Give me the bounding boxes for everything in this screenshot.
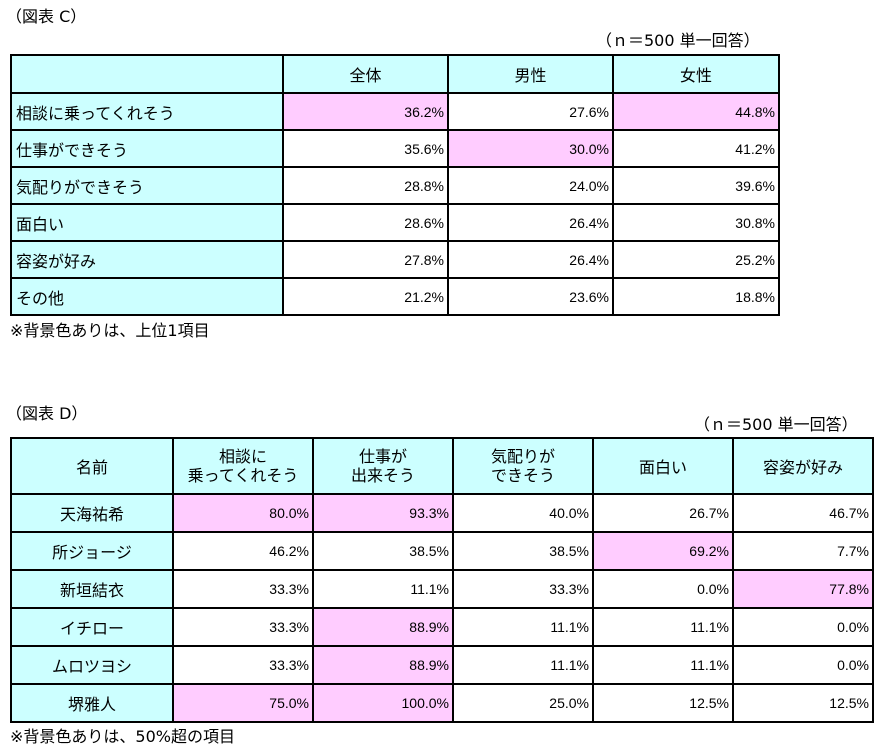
table-row: ムロツヨシ 33.3% 88.9% 11.1% 11.1% 0.0% xyxy=(10,645,874,685)
table-d-cell: 33.3% xyxy=(172,607,314,647)
table-d-cell: 46.2% xyxy=(172,531,314,571)
table-c-cell: 28.6% xyxy=(282,203,449,242)
table-d-cell: 11.1% xyxy=(592,607,734,647)
table-c-row-label: その他 xyxy=(10,277,284,316)
table-d-col-header-line2: 乗ってくれそう xyxy=(187,466,299,485)
table-d-cell: 11.1% xyxy=(312,569,454,609)
table-c-row-label: 気配りができそう xyxy=(10,166,284,205)
table-d-col-header-line1: 仕事が xyxy=(358,447,407,466)
table-d-col-header: 仕事が 出来そう xyxy=(312,437,454,495)
table-d-row-label: 堺雅人 xyxy=(10,683,174,723)
table-c-cell: 36.2% xyxy=(282,92,449,131)
table-d-cell: 88.9% xyxy=(312,607,454,647)
table-c-cell: 39.6% xyxy=(612,166,780,205)
table-c-cell: 44.8% xyxy=(612,92,780,131)
table-d-col-header: 相談に 乗ってくれそう xyxy=(172,437,314,495)
table-d-col-header: 面白い xyxy=(592,437,734,495)
table-d-cell: 93.3% xyxy=(312,493,454,533)
table-c-cell: 23.6% xyxy=(447,277,614,316)
table-d-cell: 11.1% xyxy=(452,645,594,685)
table-d-cell: 38.5% xyxy=(452,531,594,571)
table-row: その他 21.2% 23.6% 18.8% xyxy=(10,277,780,316)
table-d-col-header-line1: 気配りが xyxy=(490,447,555,466)
table-row: 天海祐希 80.0% 93.3% 40.0% 26.7% 46.7% xyxy=(10,493,874,533)
table-d-sample-note: （ｎ＝500 単一回答） xyxy=(694,415,858,434)
table-d-col-header-line2: できそう xyxy=(490,466,555,485)
table-d-header-row: 名前 相談に 乗ってくれそう 仕事が 出来そう 気配りが できそう 面白い 容姿… xyxy=(10,437,874,495)
table-d-cell: 26.7% xyxy=(592,493,734,533)
table-c-row-label: 面白い xyxy=(10,203,284,242)
table-c-cell: 41.2% xyxy=(612,129,780,168)
table-c-row-label: 容姿が好み xyxy=(10,240,284,279)
table-c-col-header: 男性 xyxy=(447,54,614,94)
table-c-cell: 27.8% xyxy=(282,240,449,279)
table-d-row-label: 所ジョージ xyxy=(10,531,174,571)
table-d-cell: 33.3% xyxy=(172,645,314,685)
table-d-cell: 12.5% xyxy=(732,683,874,723)
table-d-cell: 11.1% xyxy=(452,607,594,647)
table-c-cell: 26.4% xyxy=(447,240,614,279)
table-d-cell: 88.9% xyxy=(312,645,454,685)
table-d-cell: 7.7% xyxy=(732,531,874,571)
table-row: 新垣結衣 33.3% 11.1% 33.3% 0.0% 77.8% xyxy=(10,569,874,609)
table-c-cell: 21.2% xyxy=(282,277,449,316)
table-d-footnote: ※背景色ありは、50%超の項目 xyxy=(10,727,235,746)
table-c-cell: 28.8% xyxy=(282,166,449,205)
table-row: イチロー 33.3% 88.9% 11.1% 11.1% 0.0% xyxy=(10,607,874,647)
table-c-col-header: 全体 xyxy=(282,54,449,94)
table-row: 面白い 28.6% 26.4% 30.8% xyxy=(10,203,780,242)
table-d-row-label: 天海祐希 xyxy=(10,493,174,533)
table-row: 仕事ができそう 35.6% 30.0% 41.2% xyxy=(10,129,780,168)
table-d-cell: 75.0% xyxy=(172,683,314,723)
table-d-col-header-line2: 出来そう xyxy=(350,466,415,485)
table-row: 相談に乗ってくれそう 36.2% 27.6% 44.8% xyxy=(10,92,780,131)
table-d-cell: 33.3% xyxy=(452,569,594,609)
table-c-title: （図表 C） xyxy=(6,7,87,26)
table-c-cell: 27.6% xyxy=(447,92,614,131)
table-d-cell: 40.0% xyxy=(452,493,594,533)
table-c-row-label: 仕事ができそう xyxy=(10,129,284,168)
table-d-col-header: 容姿が好み xyxy=(732,437,874,495)
table-d-cell: 12.5% xyxy=(592,683,734,723)
table-d-row-label: ムロツヨシ xyxy=(10,645,174,685)
table-c-sample-note: （ｎ＝500 単一回答） xyxy=(596,31,760,50)
table-row: 堺雅人 75.0% 100.0% 25.0% 12.5% 12.5% xyxy=(10,683,874,723)
table-row: 気配りができそう 28.8% 24.0% 39.6% xyxy=(10,166,780,205)
table-c-cell: 24.0% xyxy=(447,166,614,205)
table-c-cell: 30.8% xyxy=(612,203,780,242)
table-d-cell: 77.8% xyxy=(732,569,874,609)
table-c-cell: 26.4% xyxy=(447,203,614,242)
table-c: 全体 男性 女性 相談に乗ってくれそう 36.2% 27.6% 44.8% 仕事… xyxy=(10,54,780,316)
table-d-cell: 0.0% xyxy=(732,607,874,647)
table-d-cell: 0.0% xyxy=(592,569,734,609)
table-d-cell: 38.5% xyxy=(312,531,454,571)
table-c-row-label: 相談に乗ってくれそう xyxy=(10,92,284,131)
table-c-cell: 35.6% xyxy=(282,129,449,168)
table-d-cell: 69.2% xyxy=(592,531,734,571)
table-d-name-header: 名前 xyxy=(10,437,174,495)
table-d-col-header-line1: 相談に xyxy=(218,447,267,466)
table-d-col-header: 気配りが できそう xyxy=(452,437,594,495)
table-d-title: （図表 D） xyxy=(6,404,88,423)
table-c-header-row: 全体 男性 女性 xyxy=(10,54,780,94)
table-d-cell: 46.7% xyxy=(732,493,874,533)
table-d-row-label: 新垣結衣 xyxy=(10,569,174,609)
table-c-corner-cell xyxy=(10,54,284,94)
table-c-cell: 18.8% xyxy=(612,277,780,316)
table-d-cell: 0.0% xyxy=(732,645,874,685)
table-c-col-header: 女性 xyxy=(612,54,780,94)
table-d-cell: 100.0% xyxy=(312,683,454,723)
table-c-cell: 30.0% xyxy=(447,129,614,168)
table-c-footnote: ※背景色ありは、上位1項目 xyxy=(10,321,210,340)
table-d-cell: 33.3% xyxy=(172,569,314,609)
table-d: 名前 相談に 乗ってくれそう 仕事が 出来そう 気配りが できそう 面白い 容姿… xyxy=(10,437,874,723)
table-row: 所ジョージ 46.2% 38.5% 38.5% 69.2% 7.7% xyxy=(10,531,874,571)
table-c-cell: 25.2% xyxy=(612,240,780,279)
table-d-cell: 80.0% xyxy=(172,493,314,533)
table-row: 容姿が好み 27.8% 26.4% 25.2% xyxy=(10,240,780,279)
table-d-cell: 11.1% xyxy=(592,645,734,685)
table-d-row-label: イチロー xyxy=(10,607,174,647)
table-d-cell: 25.0% xyxy=(452,683,594,723)
